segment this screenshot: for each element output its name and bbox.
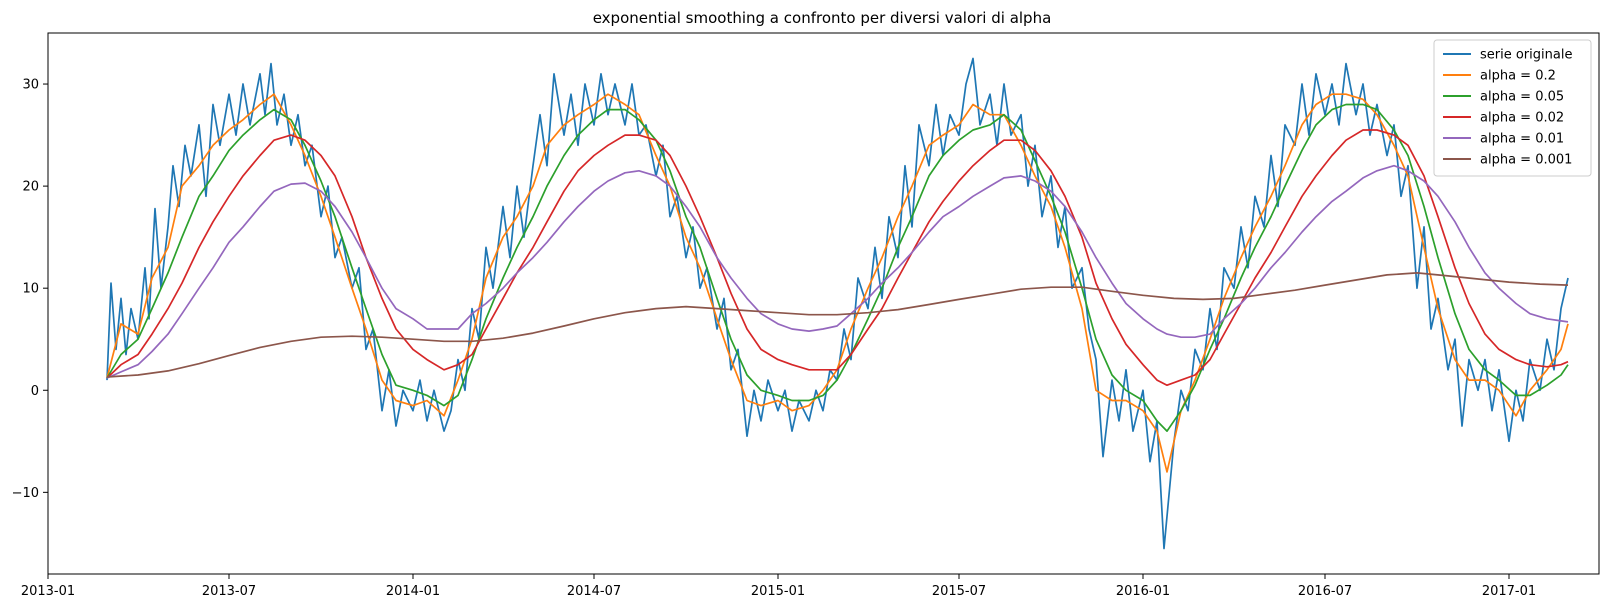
legend-label: serie originale [1480, 48, 1572, 63]
legend: serie originale alpha = 0.2 alpha = 0.05 al… [1433, 39, 1592, 177]
legend-label: alpha = 0.05 [1480, 90, 1564, 105]
x-tick-label: 2014-07 [567, 584, 621, 599]
y-tick-label: 20 [22, 180, 39, 195]
x-tick-label: 2015-07 [932, 584, 986, 599]
x-tick-label: 2013-01 [21, 584, 75, 599]
series-line-1 [106, 57, 1569, 550]
legend-box [1433, 39, 1592, 177]
series-line-4 [106, 129, 1569, 387]
axis-layer: 2013-01 2013-07 2014-01 2014-07 2015-01 2015-… [12, 78, 1537, 599]
x-tick-label: 2017-01 [1482, 584, 1536, 599]
x-tick-label: 2015-01 [751, 584, 805, 599]
y-tick-label: 30 [22, 78, 39, 93]
y-tick-label: 0 [31, 384, 39, 399]
series-layer [106, 57, 1569, 550]
series-line-6 [106, 272, 1569, 378]
x-tick-label: 2016-07 [1298, 584, 1352, 599]
legend-label: alpha = 0.001 [1480, 153, 1572, 168]
y-tick-label: −10 [12, 486, 39, 501]
series-line-3 [106, 103, 1569, 432]
legend-label: alpha = 0.2 [1480, 69, 1556, 84]
legend-label: alpha = 0.01 [1480, 132, 1564, 147]
legend-label: alpha = 0.02 [1480, 111, 1564, 126]
plot-area-frame [47, 32, 1600, 575]
series-line-2 [106, 93, 1569, 473]
chart-title: exponential smoothing a confronto per di… [593, 9, 1052, 27]
x-tick-label: 2014-01 [386, 584, 440, 599]
y-tick-label: 10 [22, 282, 39, 297]
series-line-5 [106, 164, 1569, 379]
x-tick-label: 2016-01 [1116, 584, 1170, 599]
x-tick-label: 2013-07 [202, 584, 256, 599]
